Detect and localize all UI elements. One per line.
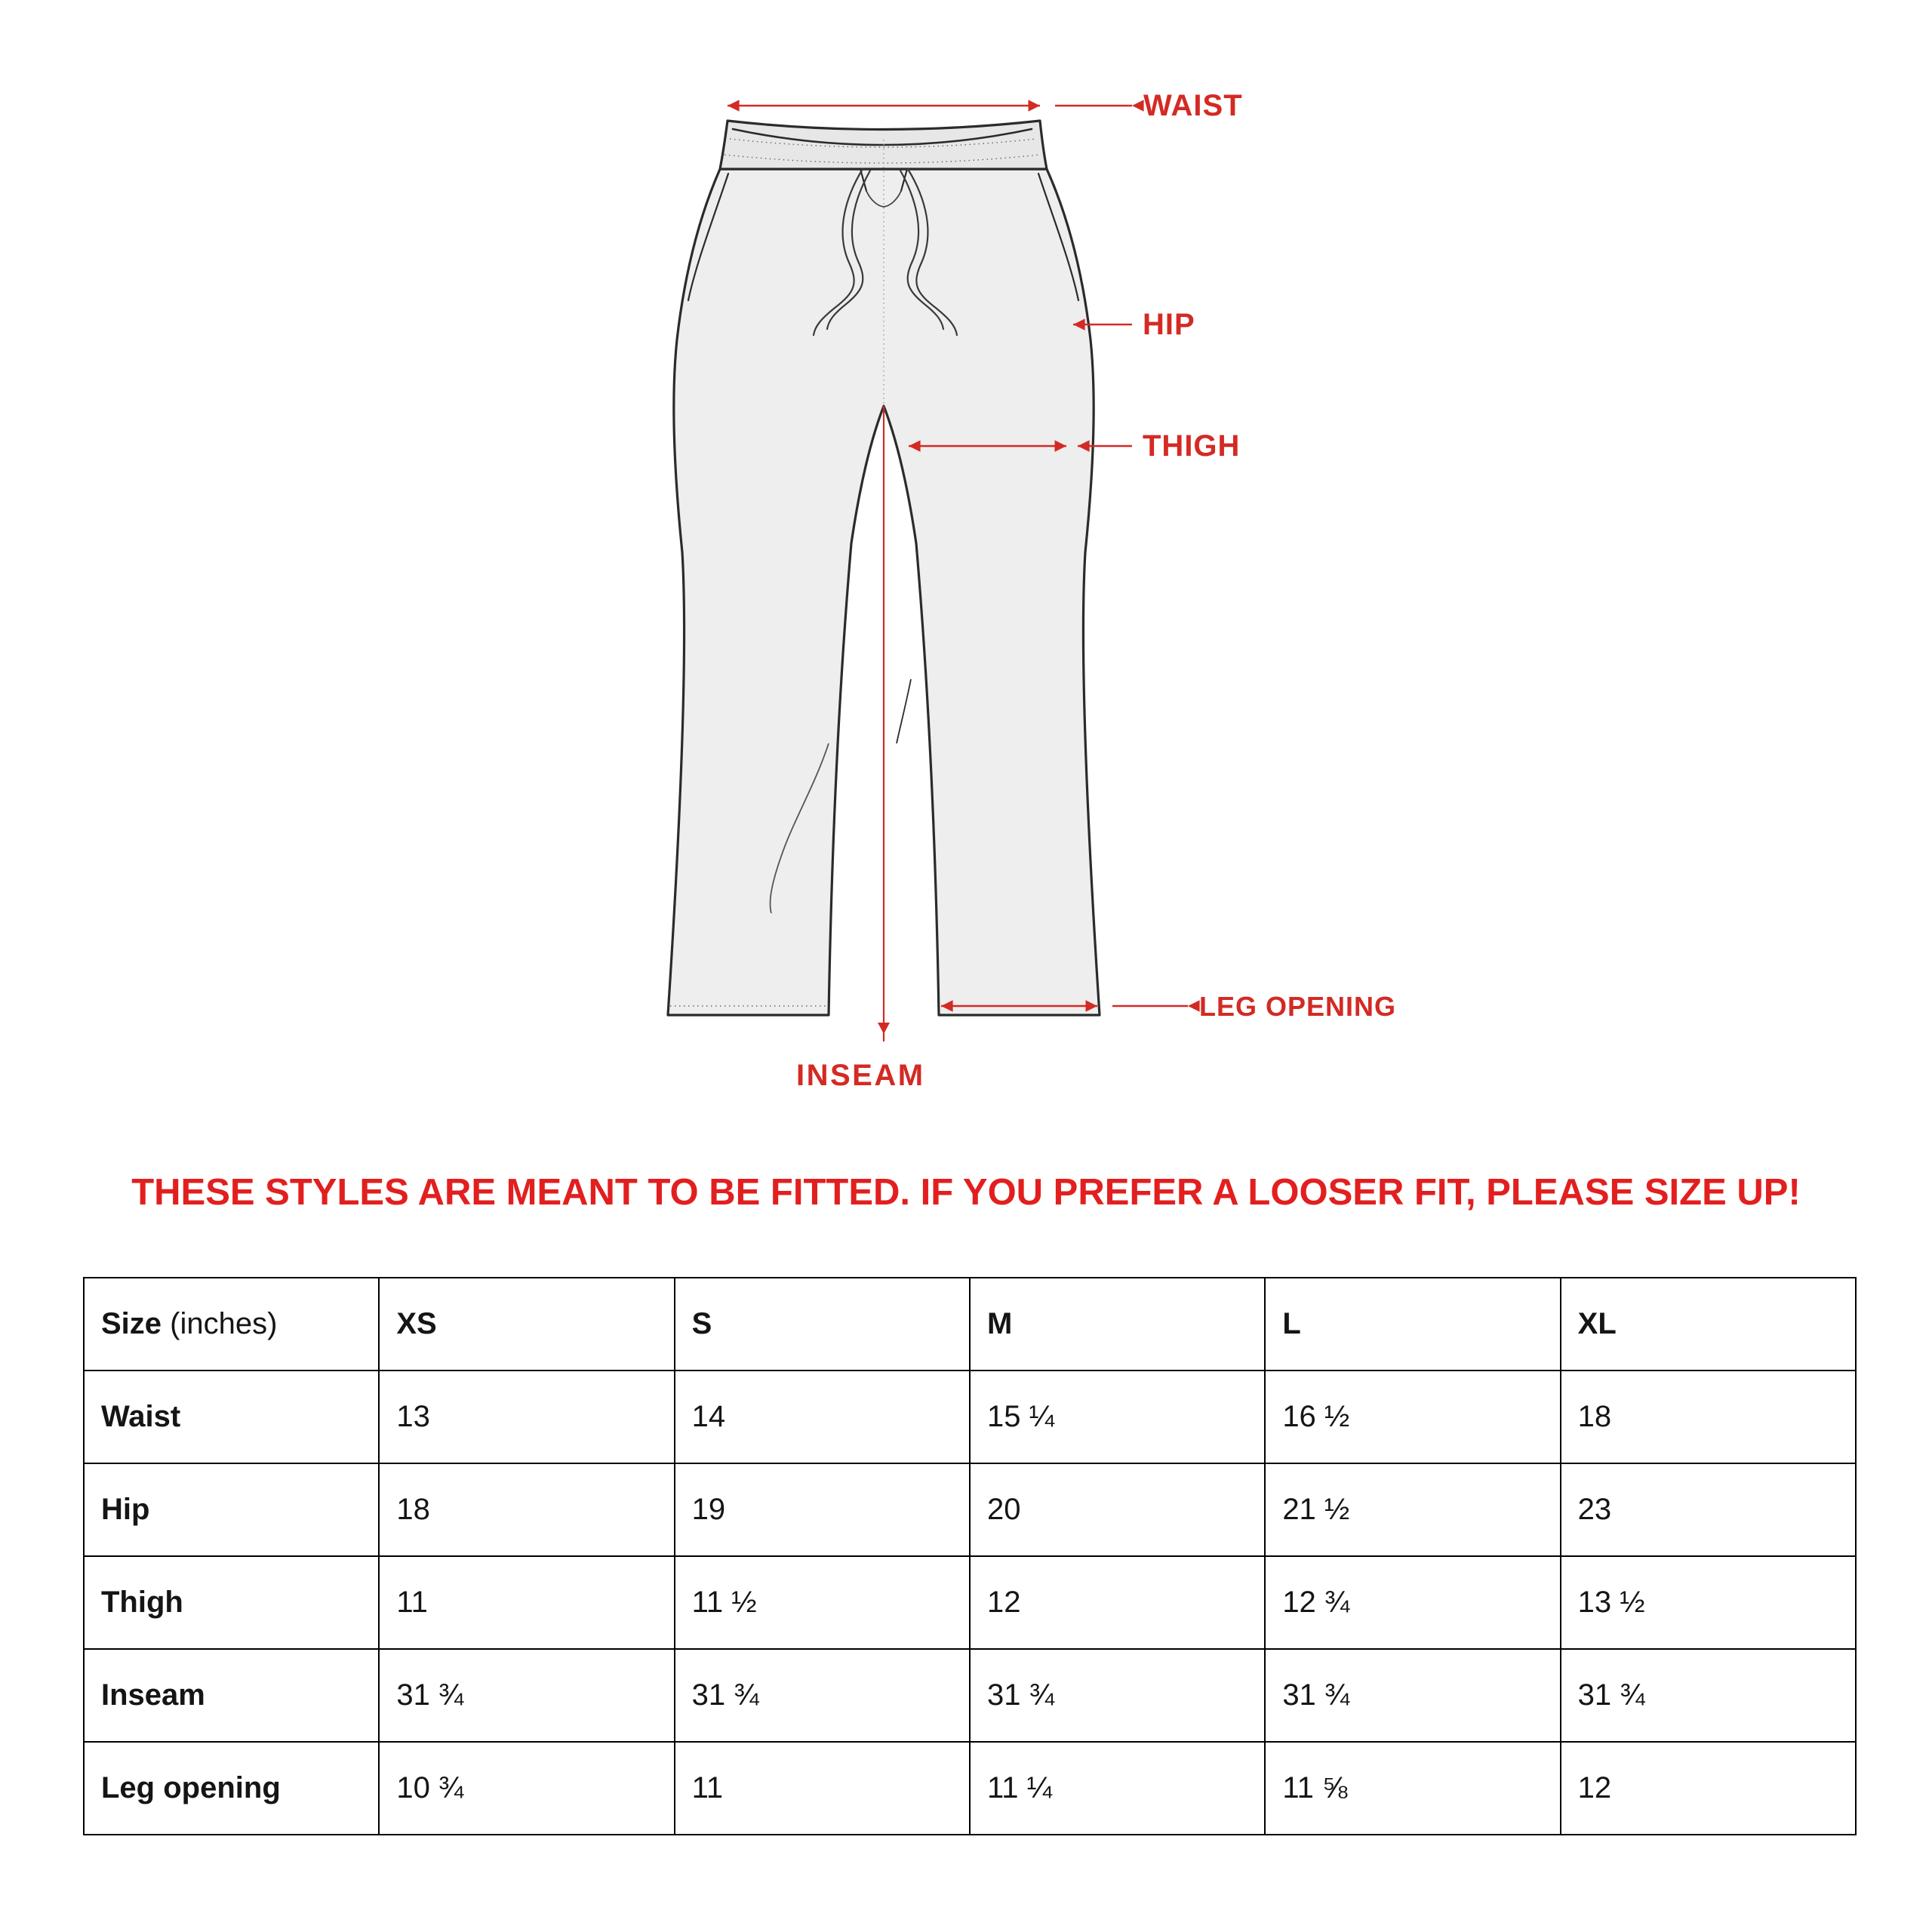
svg-text:WAIST: WAIST: [1143, 89, 1243, 122]
svg-text:LEG OPENING: LEG OPENING: [1199, 991, 1396, 1022]
svg-text:INSEAM: INSEAM: [796, 1059, 925, 1092]
svg-text:THIGH: THIGH: [1143, 429, 1240, 463]
svg-text:HIP: HIP: [1143, 308, 1195, 341]
